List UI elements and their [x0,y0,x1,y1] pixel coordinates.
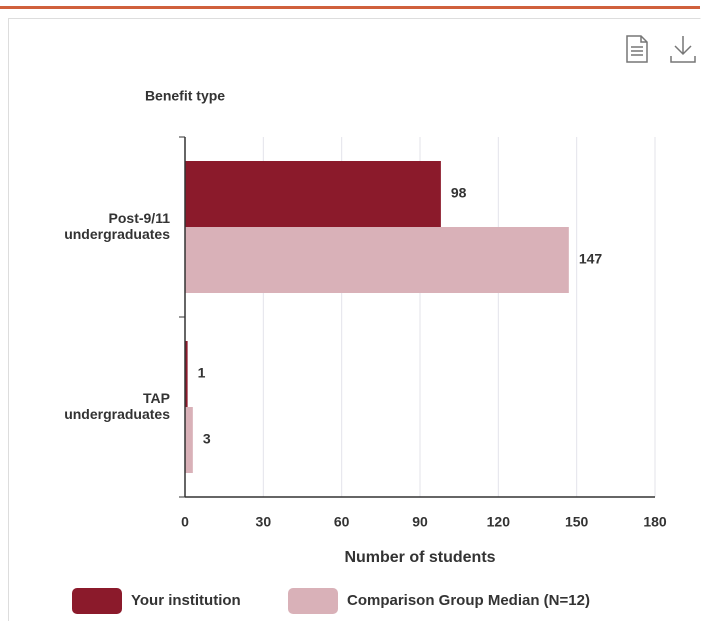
x-tick-label: 60 [334,514,350,530]
bar [185,407,193,473]
x-tick-label: 180 [643,514,667,530]
legend-swatch [288,588,338,614]
legend-label: Comparison Group Median (N=12) [347,592,590,609]
download-icon[interactable] [670,36,696,63]
data-label: 147 [579,251,603,267]
x-tick-label: 0 [181,514,189,530]
legend-swatch [72,588,122,614]
panel-border [8,18,701,621]
y-tick-label: TAP undergraduates [64,390,170,422]
data-label: 98 [451,185,467,201]
data-label: 1 [198,365,206,381]
bar [185,341,188,407]
x-tick-label: 30 [256,514,272,530]
data-label: 3 [203,431,211,447]
document-icon[interactable] [626,35,648,63]
y-axis-title: Benefit type [145,88,225,104]
legend-label: Your institution [131,592,241,609]
bar [185,227,569,293]
x-tick-label: 150 [565,514,589,530]
x-tick-label: 120 [487,514,511,530]
top-accent [0,6,700,9]
bar [185,161,441,227]
x-tick-label: 90 [412,514,428,530]
y-tick-label: Post-9/11 undergraduates [64,210,170,242]
x-axis-title: Number of students [344,549,495,566]
